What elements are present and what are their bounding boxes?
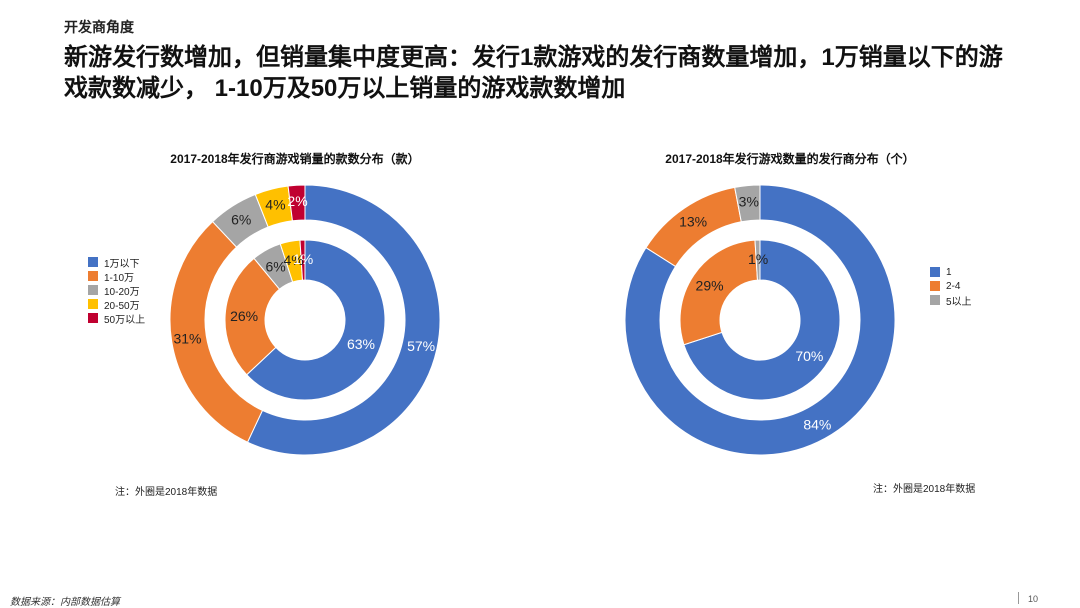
legend-label: 5以上	[946, 296, 972, 308]
outer-ring-slice	[287, 185, 306, 222]
inner-ring-slice	[754, 239, 761, 281]
legend-label: 50万以上	[104, 314, 146, 326]
legend-label: 20-50万	[104, 300, 140, 312]
legend-right: 1 2-4 5以上	[930, 265, 972, 308]
outer-ring-data-label: 3%	[739, 194, 759, 210]
page-number: 10	[1028, 594, 1039, 604]
donut-chart-left: 57%31%6%4% 2%63%26%6%4%1%	[170, 185, 440, 455]
legend-swatch	[930, 295, 940, 305]
outer-ring-data-label: 6%	[231, 212, 251, 228]
outer-ring-data-label: 2%	[287, 193, 307, 209]
inner-ring-data-label: 6%	[265, 259, 285, 275]
legend-item: 1万以下	[88, 255, 145, 270]
legend-label: 1万以下	[104, 258, 140, 270]
section-tag: 开发商角度	[64, 19, 134, 35]
legend-swatch	[88, 257, 98, 267]
page-divider	[1018, 592, 1019, 604]
legend-label: 2-4	[946, 280, 961, 292]
inner-ring-data-label: 26%	[230, 308, 258, 324]
legend-label: 10-20万	[104, 286, 140, 298]
legend-item: 1	[930, 265, 972, 279]
legend-item: 20-50万	[88, 297, 145, 312]
legend-swatch	[930, 281, 940, 291]
inner-ring-data-label: 1%	[293, 251, 313, 267]
inner-ring-data-label: 1%	[748, 251, 768, 267]
legend-label: 1-10万	[104, 272, 135, 284]
chart-title-right: 2017-2018年发行游戏数量的发行商分布（个）	[665, 152, 915, 166]
legend-item: 50万以上	[88, 311, 146, 326]
inner-ring-data-label: 70%	[795, 348, 823, 364]
legend-swatch	[930, 267, 940, 277]
inner-ring-slice	[299, 239, 306, 281]
legend-swatch	[88, 299, 98, 309]
outer-ring-data-label: 4%	[265, 197, 285, 213]
inner-ring-slice	[245, 239, 386, 401]
legend-item: 5以上	[930, 293, 972, 308]
inner-ring-slice	[679, 239, 759, 346]
chart-note-right: 注：外圈是2018年数据	[873, 484, 976, 495]
page-headline: 新游发行数增加，但销量集中度更高：发行1款游戏的发行商数量增加，1万销量以下的游…	[64, 44, 1003, 102]
inner-ring-data-label: 4%	[283, 252, 303, 268]
legend-label: 1	[946, 266, 952, 278]
legend-swatch	[88, 285, 98, 295]
legend-item: 2-4	[930, 279, 972, 293]
outer-ring-data-label: 31%	[173, 331, 201, 347]
legend-item: 10-20万	[88, 283, 145, 298]
chart-title-left: 2017-2018年发行商游戏销量的款数分布（款）	[170, 152, 420, 166]
inner-ring-slice	[683, 239, 841, 401]
outer-ring-slice	[734, 185, 761, 223]
legend-swatch	[88, 313, 98, 323]
inner-ring-slice	[224, 257, 281, 376]
outer-ring-data-label: 84%	[803, 416, 831, 432]
legend-item: 1-10万	[88, 269, 145, 284]
donut-chart-right: 84% 13% 3% 70% 29% 1%	[625, 185, 895, 455]
outer-ring-slice	[246, 185, 440, 455]
legend-swatch	[88, 271, 98, 281]
outer-ring-data-label: 57%	[407, 338, 435, 354]
outer-ring-data-label: 13%	[679, 214, 707, 230]
chart-note-left: 注：外圈是2018年数据	[115, 487, 218, 498]
data-source: 数据来源：内部数据估算	[10, 597, 120, 608]
inner-ring-data-label: 63%	[347, 336, 375, 352]
legend-left: 1万以下 1-10万 10-20万 20-50万 50万以上	[88, 255, 146, 326]
inner-ring-data-label: 29%	[696, 278, 724, 294]
outer-ring-slice	[625, 185, 895, 455]
